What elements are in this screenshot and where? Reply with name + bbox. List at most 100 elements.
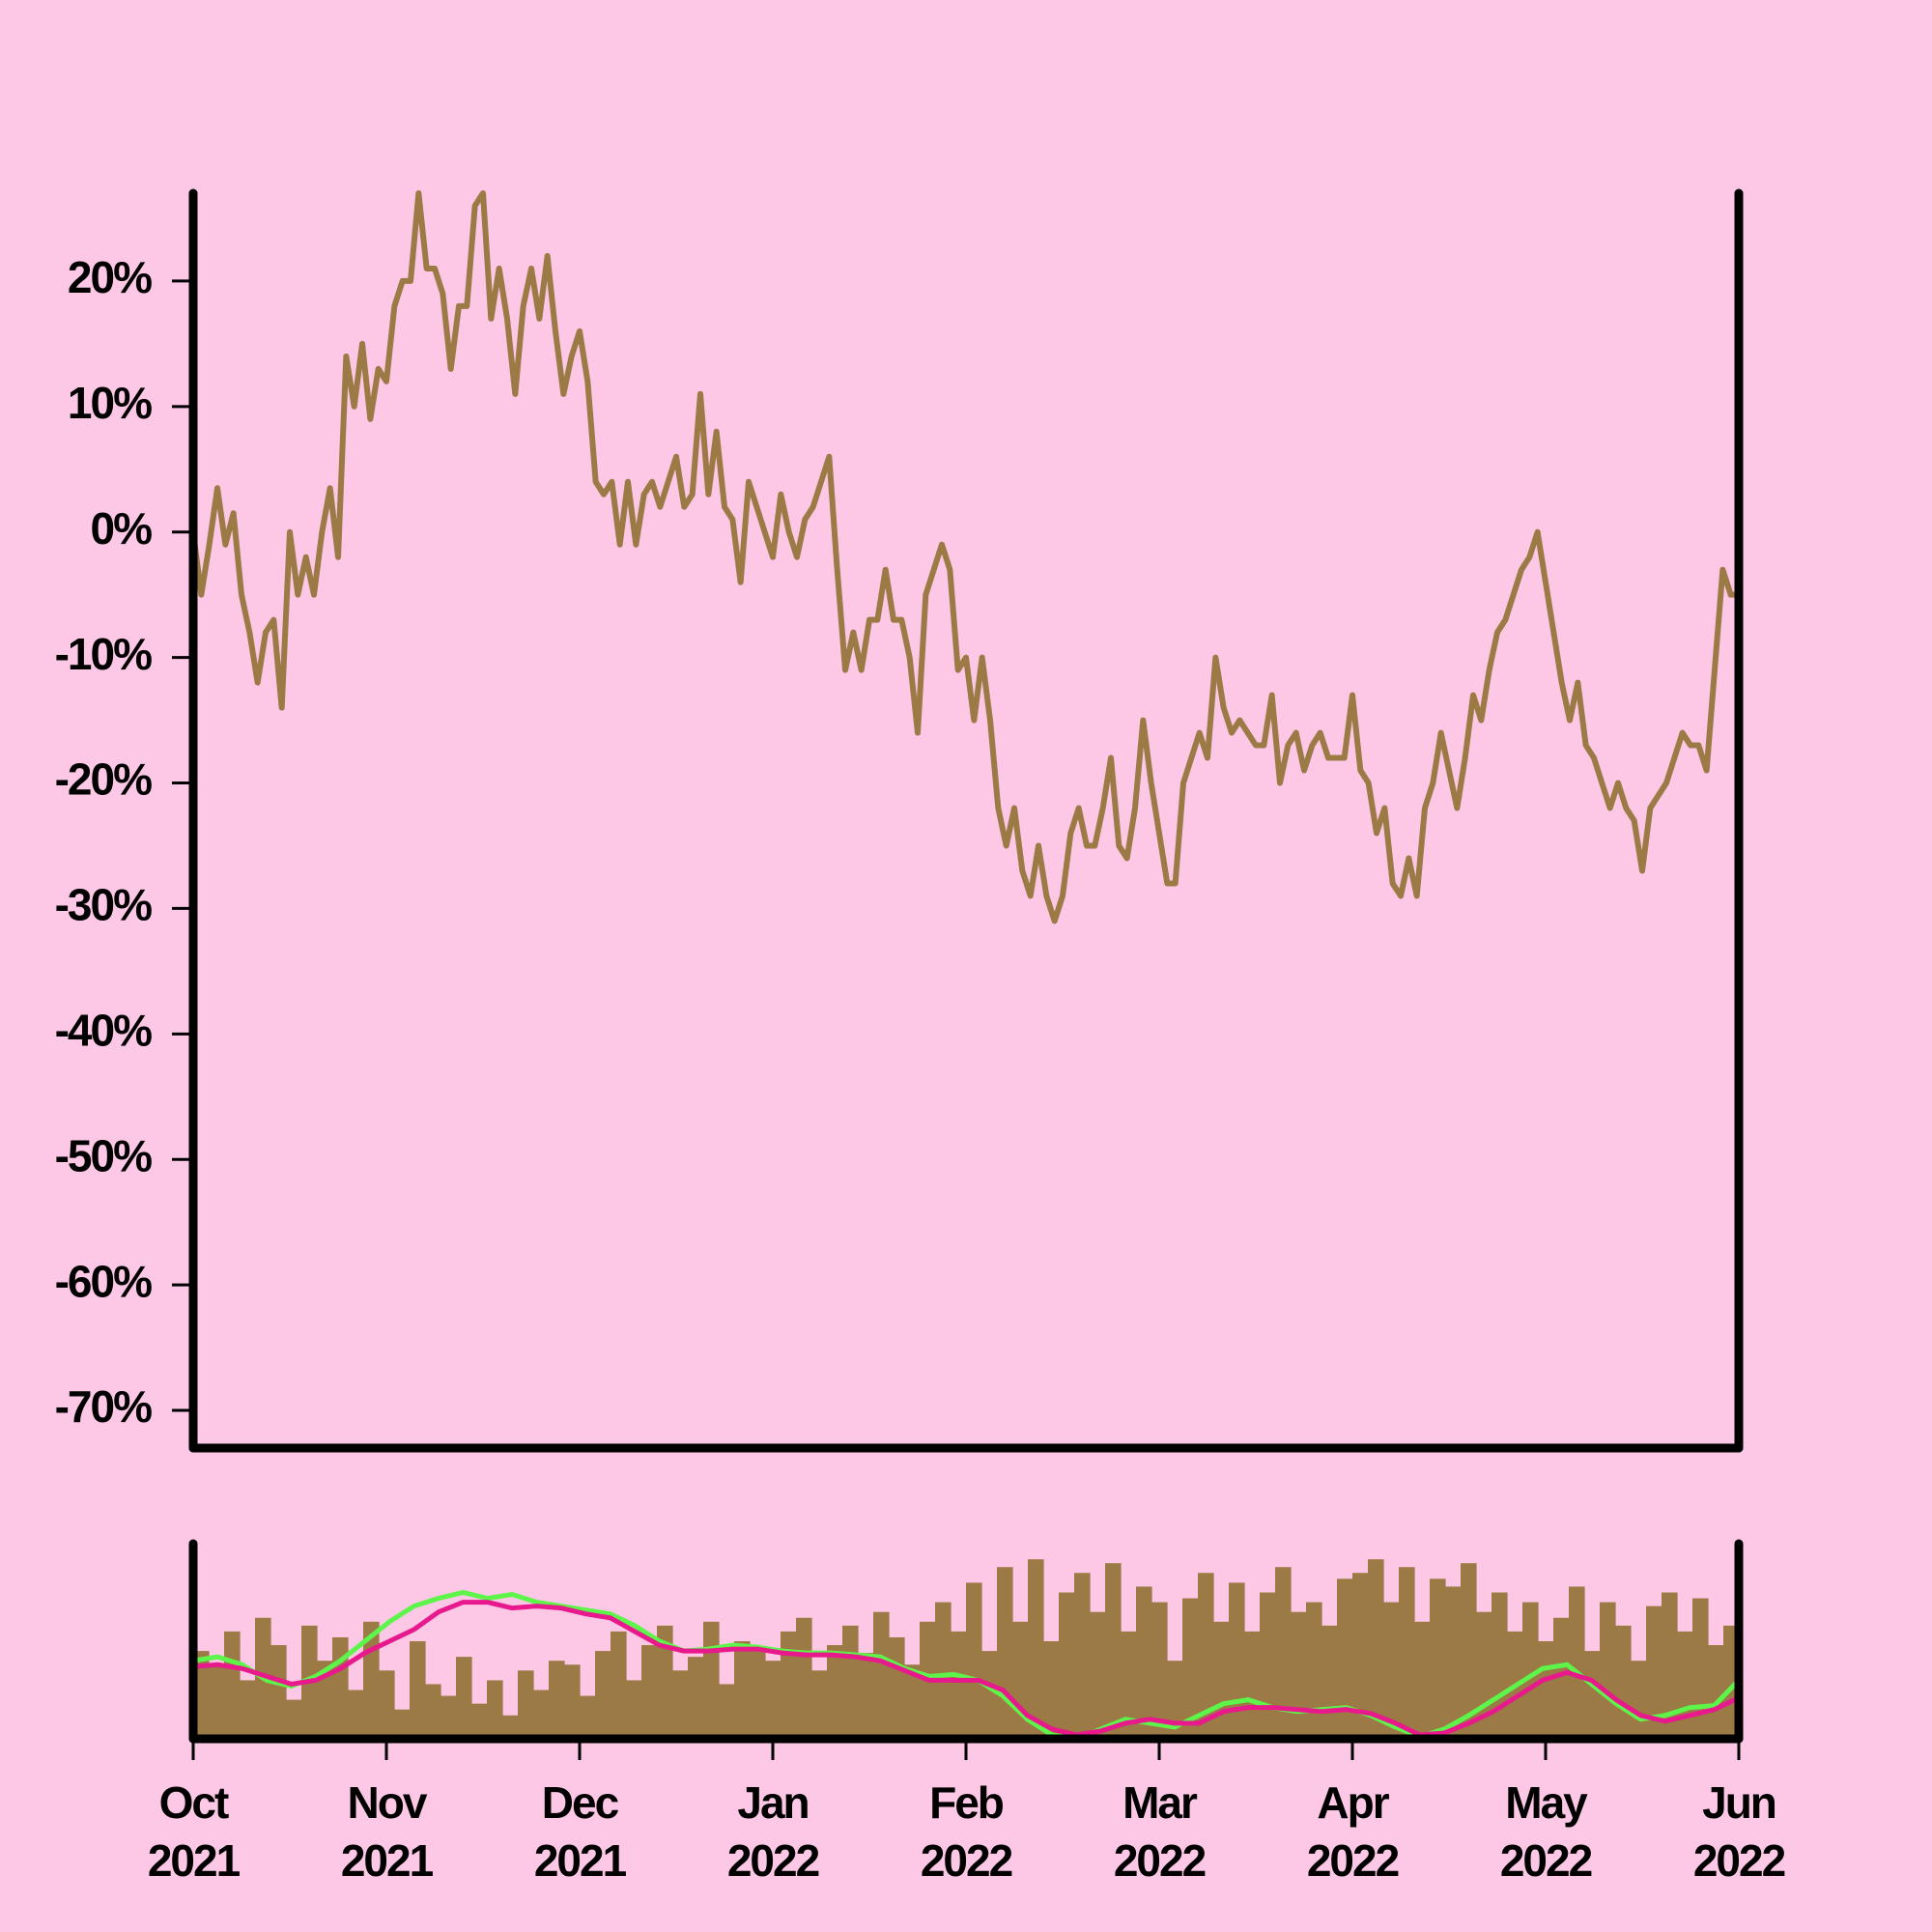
volume-bar [1229,1582,1245,1739]
volume-bar [688,1657,704,1739]
volume-bar [1615,1625,1632,1739]
volume-bar [1692,1598,1709,1739]
y-tick-label: 20% [68,252,152,302]
x-tick-label: Jun 2022 [1692,1777,1786,1886]
y-tick-label: -10% [55,629,152,679]
volume-bar [858,1653,874,1739]
volume-bar [1337,1578,1353,1739]
volume-bar [1399,1567,1415,1739]
volume-bar [1043,1641,1060,1739]
volume-bar [1090,1611,1106,1739]
volume-bar [734,1641,751,1739]
y-tick-label: -60% [55,1256,152,1306]
volume-bar [394,1709,411,1739]
volume-bar [1105,1563,1122,1739]
volume-bar [1368,1559,1384,1739]
volume-bar [1569,1586,1585,1739]
x-tick-label: Oct 2021 [147,1777,241,1886]
moving-average [193,1589,1739,1739]
volume-bar [1306,1602,1322,1739]
volume-bar [842,1625,859,1739]
volume-bar [425,1684,441,1739]
y-tick-label: 0% [91,503,153,554]
volume-bar [1028,1559,1044,1739]
volume-bar [332,1636,349,1739]
volume-bar [811,1670,828,1739]
volume-bar [951,1631,967,1739]
x-tick-label: Apr 2022 [1306,1777,1400,1886]
volume-bar [1383,1602,1400,1739]
volume-bar [518,1670,534,1739]
volume-bar [1275,1567,1292,1739]
volume-bar [889,1636,905,1739]
volume-bar [1291,1611,1307,1739]
volume-bar [1074,1573,1091,1739]
volume-bar [703,1621,720,1739]
volume-bar [626,1680,642,1739]
y-tick-label: -30% [55,880,152,930]
volume-bar [1584,1651,1601,1739]
volume-bar [657,1625,673,1739]
volume-bar [611,1631,627,1739]
x-tick-label: May 2022 [1499,1777,1593,1886]
volume-bar [209,1664,225,1739]
volume-bar [549,1661,565,1739]
volume-bar [1646,1605,1662,1739]
volume-bar [1708,1645,1724,1739]
volume-bar [564,1664,581,1739]
volume-bar [1321,1625,1338,1739]
volume-bar [1136,1586,1152,1739]
volume-bar [456,1657,472,1739]
x-tick-label: Jan 2022 [726,1777,820,1886]
volume-bar [1352,1573,1369,1739]
volume-bar [873,1611,890,1739]
volume-bar [471,1703,488,1739]
moving-average [193,1600,1739,1738]
volume-bar [1677,1631,1693,1739]
volume-bar [595,1651,611,1739]
x-tick-label: Nov 2021 [340,1777,434,1886]
volume-bar [935,1602,952,1739]
volume-bar [348,1690,364,1739]
volume-bar [286,1699,302,1739]
volume-bar [719,1684,735,1739]
y-tick-label: 10% [68,378,152,428]
volume-bar [904,1664,921,1739]
volume-bar [1182,1598,1199,1739]
volume-bar [1445,1586,1462,1739]
volume-bar [224,1631,241,1739]
volume-bar [240,1680,256,1739]
y-tick-label: -70% [55,1381,152,1432]
volume-bar [781,1631,797,1739]
volume-bar [750,1651,766,1739]
volume-bar [1522,1602,1539,1739]
y-tick-label: -20% [55,754,152,805]
x-tick-label: Feb 2022 [920,1777,1013,1886]
volume-bar [641,1645,658,1739]
volume-bar [487,1680,503,1739]
volume-bar [440,1695,457,1739]
volume-bar [796,1617,812,1739]
volume-bar [410,1641,426,1739]
volume-bar [1167,1661,1183,1739]
volume-bar [765,1661,781,1739]
line-series [190,190,1739,924]
volume-bar [981,1651,998,1739]
volume-bar [1244,1631,1261,1739]
volume-bar [379,1670,395,1739]
x-tick-label: Dec 2021 [533,1777,627,1886]
volume-bar [1121,1631,1137,1739]
volume-bar [1198,1573,1214,1739]
volume-bar [1553,1617,1570,1739]
volume-bar [1260,1592,1276,1739]
y-tick-label: -50% [55,1130,152,1180]
volume-bar [1662,1592,1678,1739]
volume-bar [1538,1641,1554,1739]
volume-bar [1430,1578,1446,1739]
volume-bar [1492,1592,1508,1739]
volume-bar [502,1715,519,1739]
volume-bar [1414,1621,1431,1739]
volume-bar [1631,1661,1647,1739]
volume-bar [997,1567,1013,1739]
volume-bar [1461,1563,1477,1739]
